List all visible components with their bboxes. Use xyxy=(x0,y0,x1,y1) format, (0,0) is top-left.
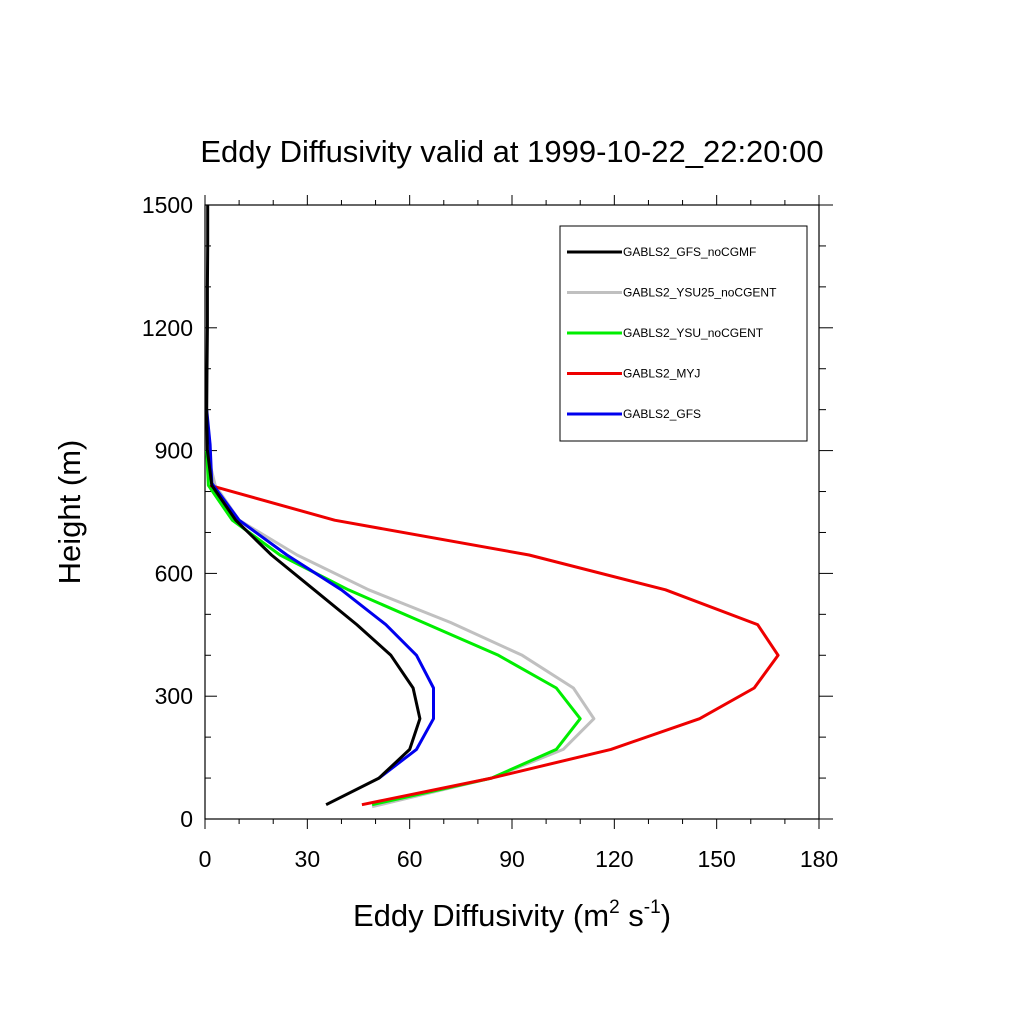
x-tick-label: 30 xyxy=(295,846,321,872)
y-tick-label: 600 xyxy=(155,560,193,586)
legend-label: GABLS2_YSU_noCGENT xyxy=(623,326,764,340)
series-line-gabls2-myj xyxy=(209,483,780,807)
x-axis-label-sup1: 2 xyxy=(609,897,620,918)
y-axis-label: Height (m) xyxy=(52,440,87,585)
axis-ticks: 0 30 60 90 120 150 180 0 300 600 900 1200 1500 xyxy=(142,192,838,872)
chart-title: Eddy Diffusivity valid at 1999-10-22_22:… xyxy=(200,134,823,169)
x-tick-label: 180 xyxy=(800,846,838,872)
legend-label: GABLS2_YSU25_noCGENT xyxy=(623,286,777,300)
y-tick-label: 900 xyxy=(155,438,193,464)
legend-label: GABLS2_GFS xyxy=(623,407,701,421)
x-axis-label-main: Eddy Diffusivity (m xyxy=(353,898,609,933)
y-tick-label: 300 xyxy=(155,683,193,709)
legend-label: GABLS2_MYJ xyxy=(623,367,700,381)
series-layer xyxy=(205,205,780,809)
x-tick-label: 60 xyxy=(397,846,423,872)
x-axis-label-mid: s xyxy=(620,898,644,933)
x-axis-label: Eddy Diffusivity (m2 s-1) xyxy=(353,897,671,933)
series-line-gabls2-ysu-nocgent xyxy=(205,450,582,807)
x-tick-label: 0 xyxy=(199,846,212,872)
x-tick-label: 90 xyxy=(499,846,525,872)
series-line-gabls2-ysu25-nocgent xyxy=(205,450,596,809)
y-tick-label: 0 xyxy=(180,806,193,832)
legend-label: GABLS2_GFS_noCGMF xyxy=(623,245,756,259)
x-axis-label-sup2: -1 xyxy=(644,897,661,918)
x-tick-label: 120 xyxy=(595,846,633,872)
y-tick-label: 1500 xyxy=(142,192,193,218)
legend: GABLS2_GFS_noCGMF GABLS2_YSU25_noCGENT GAB… xyxy=(559,225,808,442)
x-tick-label: 150 xyxy=(697,846,735,872)
series-line-gabls2-gfs-nocgmf xyxy=(205,205,422,807)
x-axis-label-end: ) xyxy=(661,898,671,933)
y-tick-label: 1200 xyxy=(142,315,193,341)
